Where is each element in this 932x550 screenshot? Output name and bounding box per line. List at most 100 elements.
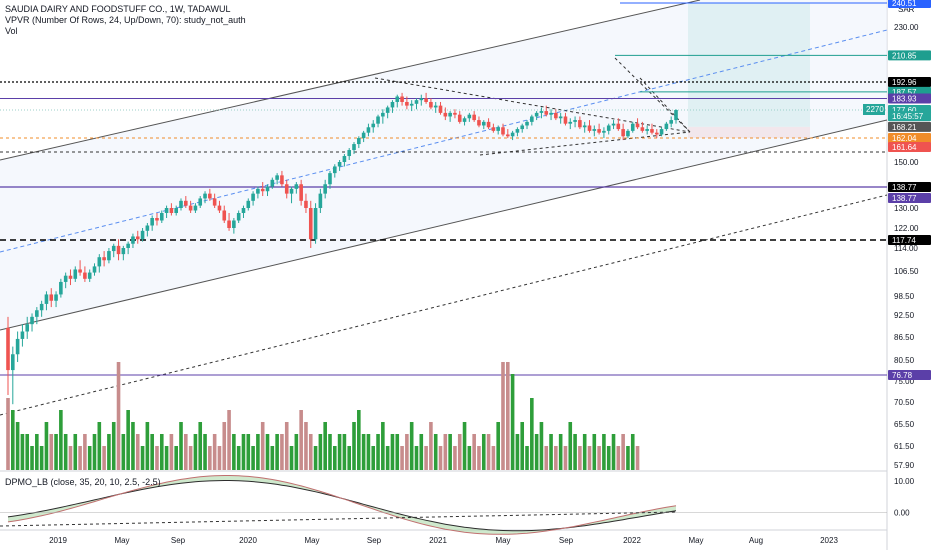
candle xyxy=(184,196,188,208)
volume-tag-label: 2270 xyxy=(866,105,884,114)
price-axis[interactable]: 230.00 150.00 130.00 122.00 114.00 106.50 98.5… xyxy=(894,5,919,518)
candle xyxy=(145,223,150,237)
candle-body xyxy=(323,184,327,194)
candle xyxy=(198,196,203,208)
candle xyxy=(573,116,577,128)
time-tick-label: 2021 xyxy=(429,536,447,545)
candle-body xyxy=(650,129,654,133)
candle xyxy=(539,107,544,119)
time-tick-label: May xyxy=(304,536,319,545)
price-tag-label: 161.64 xyxy=(892,143,917,152)
candle xyxy=(30,313,34,332)
candle xyxy=(457,111,462,124)
candle xyxy=(318,188,323,213)
horizontal-levels[interactable] xyxy=(0,2,887,376)
candle xyxy=(246,198,251,211)
volume-bar xyxy=(260,422,265,470)
candle xyxy=(140,228,145,242)
volume-bar xyxy=(313,446,318,470)
candle xyxy=(597,123,601,135)
volume-bar xyxy=(530,398,534,470)
price-tag-label: 192.96 xyxy=(892,78,917,87)
candle-body xyxy=(265,186,270,192)
candle xyxy=(15,331,20,363)
volume-bar xyxy=(323,422,327,470)
volume-bar xyxy=(20,434,25,470)
candle xyxy=(203,191,207,204)
vpvr-legend[interactable]: VPVR (Number Of Rows, 24, Up/Down, 70): … xyxy=(5,15,246,25)
candle-body xyxy=(294,184,299,189)
candle xyxy=(49,288,54,308)
signal-line xyxy=(7,475,677,535)
candle-body xyxy=(539,111,544,113)
candle-body xyxy=(669,120,673,124)
candle xyxy=(102,251,106,267)
time-axis[interactable]: 2019 May Sep 2020 May Sep 2021 May Sep 2022 May Aug… xyxy=(49,536,838,545)
volume-bar xyxy=(232,434,236,470)
candle-body xyxy=(347,150,352,157)
candle-body xyxy=(477,120,481,126)
price-tick-label: 80.50 xyxy=(894,356,915,365)
candle-body xyxy=(39,303,44,311)
candle-body xyxy=(366,127,371,133)
candle-body xyxy=(140,230,145,240)
projection-b xyxy=(639,77,691,133)
volume-bar xyxy=(294,434,299,470)
candle-body xyxy=(395,96,400,102)
candle xyxy=(97,254,102,273)
volume-bar xyxy=(308,434,313,470)
candle-body xyxy=(44,294,49,304)
price-tag-bg xyxy=(888,235,931,245)
candle-body xyxy=(54,294,58,301)
candle-body xyxy=(280,175,284,185)
candle-body xyxy=(111,245,116,252)
volume-bar xyxy=(630,434,635,470)
candle xyxy=(217,200,222,213)
candle xyxy=(558,112,563,124)
price-tag-label: 177.60 xyxy=(892,106,917,115)
volume-bars xyxy=(6,362,640,470)
candle xyxy=(390,100,395,113)
candle-body xyxy=(212,198,217,206)
volume-bar xyxy=(217,446,222,470)
time-tick-label: 2022 xyxy=(623,536,641,545)
indicator-legend[interactable]: DPMO_LB (close, 35, 20, 10, 2.5, -2.5) xyxy=(5,477,161,487)
candle xyxy=(20,324,25,347)
volume-bar xyxy=(405,434,409,470)
candle-body xyxy=(337,162,342,167)
volume-bar xyxy=(554,446,558,470)
candle-body xyxy=(635,123,640,128)
candle-body xyxy=(107,251,111,261)
volume-bar xyxy=(184,434,188,470)
volume-bar xyxy=(390,434,395,470)
candle-body xyxy=(544,111,549,115)
candle xyxy=(289,186,294,204)
price-tag: 76.78 xyxy=(888,370,931,380)
candle xyxy=(131,233,135,248)
candle xyxy=(332,164,337,178)
volume-bar xyxy=(357,410,361,470)
candle xyxy=(611,120,616,130)
time-tick-label: Sep xyxy=(171,536,186,545)
volume-bar xyxy=(270,446,275,470)
volume-legend[interactable]: Vol xyxy=(5,26,18,36)
candle xyxy=(11,346,15,405)
price-tag-bg xyxy=(888,77,931,87)
candle xyxy=(525,120,529,130)
volume-bar xyxy=(486,434,491,470)
candle-body xyxy=(443,112,448,117)
volume-bar xyxy=(251,446,255,470)
candle xyxy=(385,105,390,119)
price-tag: 16:45:57 xyxy=(888,111,931,122)
candle-body xyxy=(198,198,203,206)
price-tag-label: 162.04 xyxy=(892,134,917,143)
candle xyxy=(78,260,82,276)
candle-body xyxy=(217,205,222,211)
candle-body xyxy=(169,208,174,213)
time-tick-label: Sep xyxy=(559,536,574,545)
candle-body xyxy=(640,127,645,131)
volume-bar xyxy=(222,422,227,470)
volume-bar xyxy=(198,422,203,470)
candle xyxy=(640,121,645,133)
